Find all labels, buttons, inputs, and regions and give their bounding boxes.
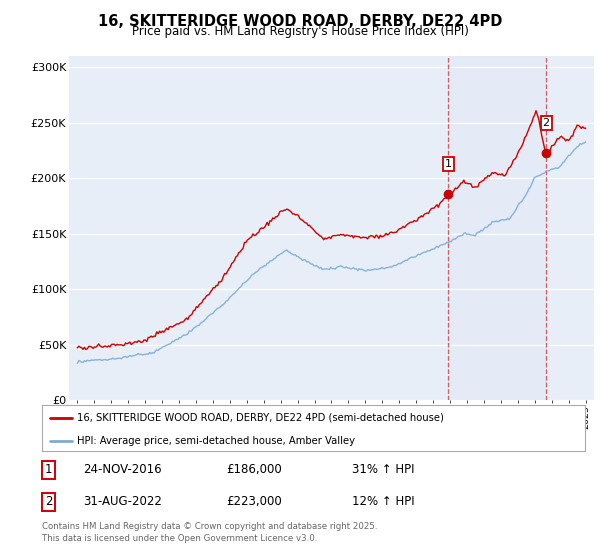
Text: 2: 2 — [542, 118, 550, 128]
Text: 31-AUG-2022: 31-AUG-2022 — [83, 496, 161, 508]
Text: 2: 2 — [45, 496, 52, 508]
Text: £186,000: £186,000 — [227, 463, 283, 476]
Text: 31% ↑ HPI: 31% ↑ HPI — [352, 463, 414, 476]
Text: 16, SKITTERIDGE WOOD ROAD, DERBY, DE22 4PD (semi-detached house): 16, SKITTERIDGE WOOD ROAD, DERBY, DE22 4… — [77, 413, 444, 423]
Text: Price paid vs. HM Land Registry's House Price Index (HPI): Price paid vs. HM Land Registry's House … — [131, 25, 469, 38]
Bar — [448, 56, 546, 400]
Text: 24-NOV-2016: 24-NOV-2016 — [83, 463, 161, 476]
Text: 12% ↑ HPI: 12% ↑ HPI — [352, 496, 414, 508]
Text: Contains HM Land Registry data © Crown copyright and database right 2025.
This d: Contains HM Land Registry data © Crown c… — [42, 522, 377, 543]
Text: £223,000: £223,000 — [227, 496, 283, 508]
Text: 16, SKITTERIDGE WOOD ROAD, DERBY, DE22 4PD: 16, SKITTERIDGE WOOD ROAD, DERBY, DE22 4… — [98, 14, 502, 29]
Text: 1: 1 — [45, 463, 52, 476]
Text: HPI: Average price, semi-detached house, Amber Valley: HPI: Average price, semi-detached house,… — [77, 436, 355, 446]
Text: 1: 1 — [445, 159, 452, 169]
